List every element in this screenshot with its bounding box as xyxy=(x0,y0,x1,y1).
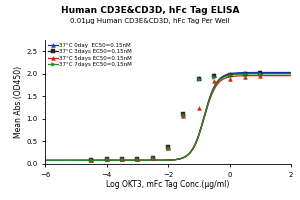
Text: Human CD3E&CD3D, hFc Tag ELISA: Human CD3E&CD3D, hFc Tag ELISA xyxy=(61,6,239,15)
Y-axis label: Mean Abs.(OD450): Mean Abs.(OD450) xyxy=(14,66,23,138)
X-axis label: Log OKT3, mFc Tag Conc.(μg/ml): Log OKT3, mFc Tag Conc.(μg/ml) xyxy=(106,180,230,189)
Text: 0.01μg Human CD3E&CD3D, hFc Tag Per Well: 0.01μg Human CD3E&CD3D, hFc Tag Per Well xyxy=(70,18,230,24)
Legend: 37°C 0day  EC50=0.15nM, 37°C 3days EC50=0.15nM, 37°C 5days EC50=0.15nM, 37°C 7da: 37°C 0day EC50=0.15nM, 37°C 3days EC50=0… xyxy=(47,42,133,68)
